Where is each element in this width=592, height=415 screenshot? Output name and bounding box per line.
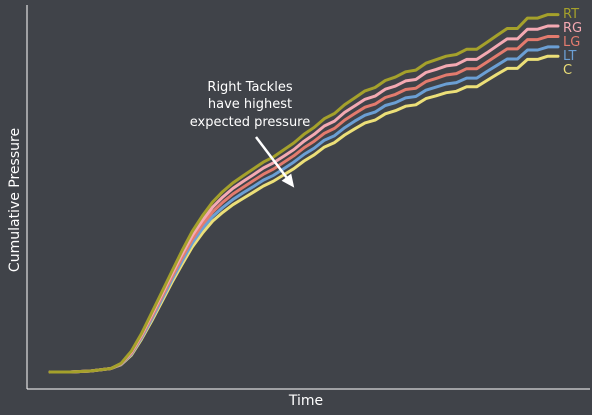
series-line-lt <box>48 45 560 374</box>
x-axis-title: Time <box>288 393 323 409</box>
legend-label-rg: RG <box>563 21 582 36</box>
series-line-rt <box>48 13 560 374</box>
annotation-arrowhead <box>281 173 295 188</box>
annotation-line-3: expected pressure <box>190 115 311 130</box>
legend-label-c: C <box>563 63 572 78</box>
series-line-c <box>48 54 560 374</box>
series-line-lg <box>48 35 560 374</box>
legend-label-rt: RT <box>563 7 579 22</box>
legend-label-lt: LT <box>563 49 576 64</box>
y-axis-title: Cumulative Pressure <box>7 128 23 272</box>
series-line-rg <box>48 24 560 374</box>
annotation: Right Tackles have highest expected pres… <box>190 80 311 188</box>
annotation-line-1: Right Tackles <box>207 80 292 95</box>
series-lines <box>48 13 560 374</box>
annotation-line-2: have highest <box>208 97 292 112</box>
annotation-arrow <box>255 136 288 178</box>
legend-label-lg: LG <box>563 35 580 50</box>
